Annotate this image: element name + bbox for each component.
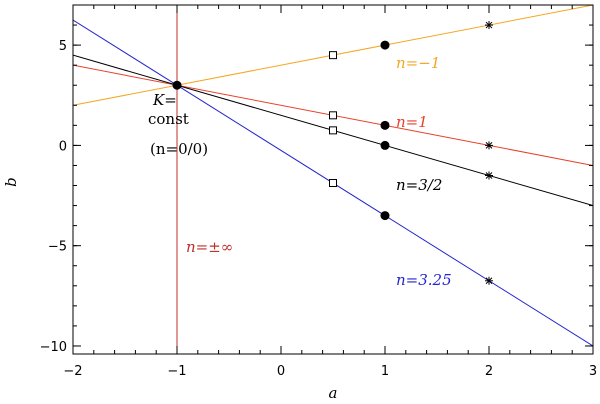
square-marker-1 xyxy=(329,111,337,120)
x-tick-label: −1 xyxy=(167,364,186,379)
y-tick-label: 5 xyxy=(59,39,67,54)
star-marker-0 xyxy=(485,21,493,30)
dot-marker-1 xyxy=(380,120,390,130)
x-tick-label: 3 xyxy=(589,364,597,379)
common-point xyxy=(172,80,182,90)
label-n-minus1: n=−1 xyxy=(396,54,440,72)
label-n32: n=3/2 xyxy=(396,176,442,194)
star-marker-1 xyxy=(485,141,493,150)
label-n325: n=3.25 xyxy=(396,271,452,289)
annotation-const: const xyxy=(148,110,189,128)
star-marker-2 xyxy=(485,171,493,180)
x-tick-label: 1 xyxy=(381,364,389,379)
y-tick-label: 0 xyxy=(59,139,67,154)
star-marker-3 xyxy=(485,276,493,285)
x-tick-label: 0 xyxy=(277,364,285,379)
dot-marker-0 xyxy=(380,40,390,50)
y-tick-label: −10 xyxy=(40,340,67,355)
y-tick-label: −5 xyxy=(48,240,67,255)
dot-marker-2 xyxy=(380,140,390,150)
annotation-k: K= xyxy=(152,91,177,109)
x-axis-label: a xyxy=(329,384,338,402)
x-tick-label: −2 xyxy=(63,364,82,379)
square-marker-2 xyxy=(329,126,337,135)
dot-marker-3 xyxy=(380,211,390,221)
square-marker-0 xyxy=(329,51,337,60)
y-axis-label: b xyxy=(2,177,20,187)
square-marker-3 xyxy=(329,179,337,188)
x-tick-label: 2 xyxy=(485,364,493,379)
label-n-inf: n=±∞ xyxy=(186,238,233,256)
label-n1: n=1 xyxy=(396,113,428,131)
annotation-n00: (n=0/0) xyxy=(150,140,208,158)
plot-frame xyxy=(72,4,594,355)
